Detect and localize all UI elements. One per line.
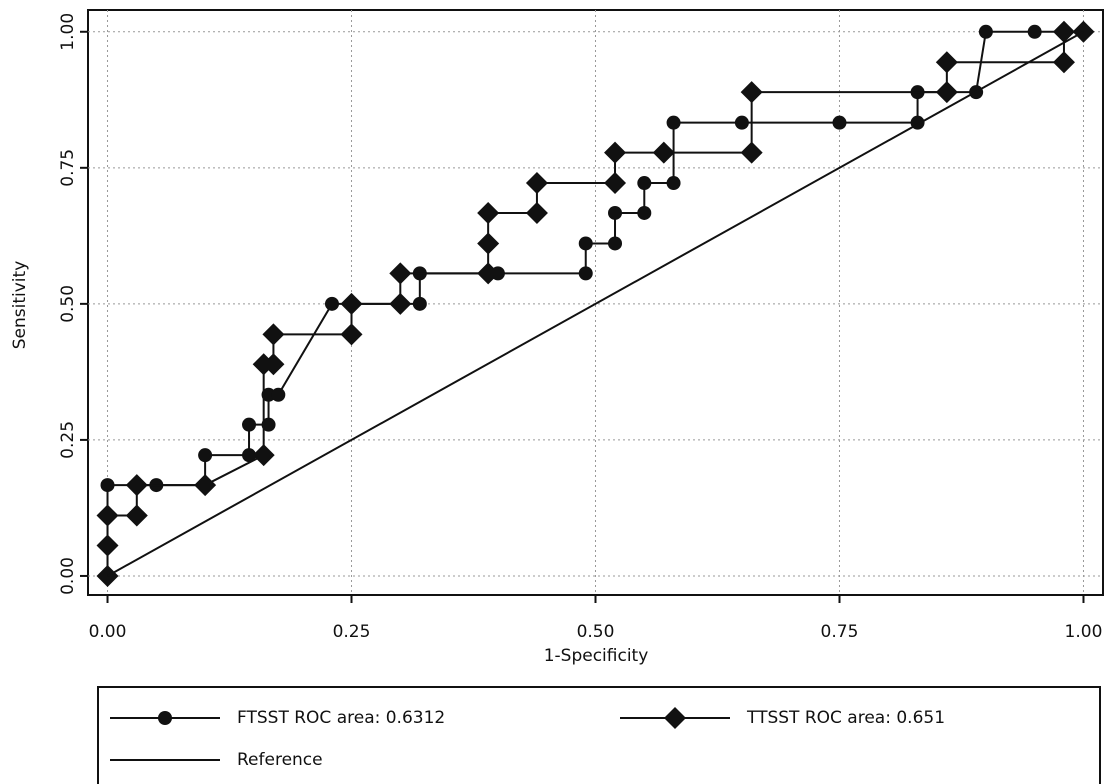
chart: 1-Specificity Sensitivity 0.00 0.25 0.50 0.… — [0, 0, 1108, 784]
point — [637, 176, 651, 190]
point — [1053, 51, 1075, 73]
point — [735, 116, 749, 130]
x-tick-label: 1.00 — [1065, 622, 1103, 642]
point — [126, 505, 148, 527]
point — [604, 172, 626, 194]
point — [194, 474, 216, 496]
point — [253, 444, 275, 466]
point — [477, 202, 499, 224]
y-tick-label: 0.75 — [58, 149, 78, 187]
point — [242, 418, 256, 432]
point — [97, 534, 119, 556]
point — [325, 297, 339, 311]
x-axis-title: 1-Specificity — [544, 646, 649, 666]
legend-label: FTSST ROC area: 0.6312 — [237, 708, 445, 728]
point — [477, 262, 499, 284]
point — [413, 297, 427, 311]
point — [667, 176, 681, 190]
point — [608, 206, 622, 220]
point — [1072, 21, 1094, 43]
point — [579, 266, 593, 280]
point — [608, 236, 622, 250]
point — [101, 478, 115, 492]
point — [262, 323, 284, 345]
legend-label: TTSST ROC area: 0.651 — [746, 708, 945, 728]
point — [637, 206, 651, 220]
point — [667, 116, 681, 130]
x-tick-label: 0.75 — [821, 622, 859, 642]
x-tick-label: 0.25 — [333, 622, 371, 642]
y-axis-title: Sensitivity — [10, 261, 30, 350]
point — [741, 81, 763, 103]
point — [271, 388, 285, 402]
point — [526, 202, 548, 224]
point — [832, 116, 846, 130]
legend-marker — [664, 707, 686, 729]
legend-marker — [158, 711, 172, 725]
point — [389, 262, 411, 284]
y-tick-label: 0.00 — [58, 557, 78, 595]
point — [477, 232, 499, 254]
point — [341, 323, 363, 345]
point — [936, 81, 958, 103]
point — [604, 142, 626, 164]
point — [526, 172, 548, 194]
legend-label: Reference — [237, 750, 323, 770]
point — [389, 293, 411, 315]
point — [741, 142, 763, 164]
y-tick-label: 1.00 — [58, 13, 78, 51]
point — [579, 236, 593, 250]
point — [979, 25, 993, 39]
point — [936, 51, 958, 73]
point — [653, 142, 675, 164]
point — [1028, 25, 1042, 39]
point — [198, 448, 212, 462]
point — [341, 293, 363, 315]
y-tick-label: 0.50 — [58, 285, 78, 323]
point — [126, 474, 148, 496]
x-tick-label: 0.00 — [89, 622, 127, 642]
point — [97, 505, 119, 527]
x-tick-label: 0.50 — [577, 622, 615, 642]
y-tick-label: 0.25 — [58, 421, 78, 459]
